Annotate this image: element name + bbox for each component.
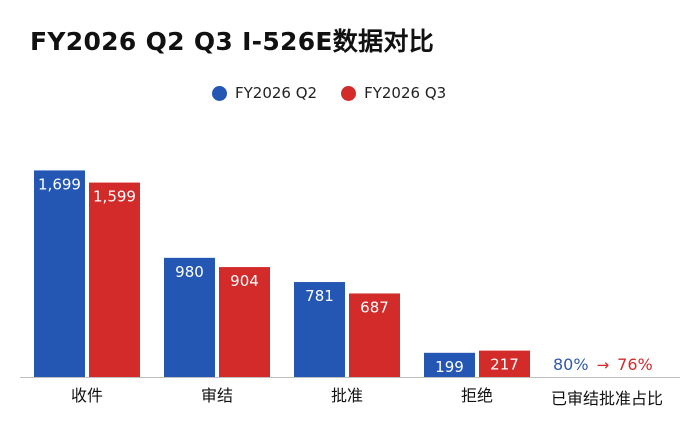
- category-label-1: 审结: [201, 386, 233, 405]
- legend-swatch-q2: [212, 85, 227, 101]
- data-label-q3-1: 904: [230, 272, 259, 290]
- data-label-q3-2: 687: [360, 298, 389, 316]
- legend-label-q3: FY2026 Q3: [364, 84, 447, 102]
- bar-q2-0: [34, 170, 85, 377]
- bar-q2-2: [294, 282, 345, 377]
- legend: FY2026 Q2 FY2026 Q3: [212, 84, 470, 102]
- data-label-q2-3: 199: [435, 358, 464, 376]
- ratio-to: 76%: [617, 355, 653, 374]
- legend-item-q3: FY2026 Q3: [341, 84, 446, 102]
- data-label-q2-2: 781: [305, 287, 334, 305]
- bar-q2-1: [164, 257, 215, 377]
- bar-q2-3: [424, 352, 475, 377]
- legend-label-q2: FY2026 Q2: [235, 84, 318, 102]
- arrow-icon: →: [596, 355, 610, 374]
- approval-ratio: 80% → 76%: [553, 355, 653, 374]
- data-label-q3-0: 1,599: [93, 188, 136, 206]
- bar-q3-0: [89, 182, 140, 377]
- bar-q3-1: [219, 267, 270, 377]
- legend-item-q2: FY2026 Q2: [212, 84, 317, 102]
- legend-swatch-q3: [341, 85, 357, 101]
- data-label-q2-1: 980: [175, 263, 204, 281]
- data-label-q3-3: 217: [490, 356, 519, 374]
- category-label-3: 拒绝: [461, 386, 493, 405]
- ratio-label: 已审结批准占比: [550, 389, 663, 408]
- ratio-from: 80%: [553, 355, 589, 374]
- category-label-2: 批准: [331, 386, 363, 405]
- category-label-0: 收件: [71, 386, 103, 405]
- chart-title: FY2026 Q2 Q3 I-526E数据对比: [30, 27, 435, 56]
- bar-q3-3: [479, 350, 530, 377]
- data-label-q2-0: 1,699: [38, 175, 81, 193]
- bar-q3-2: [349, 293, 400, 377]
